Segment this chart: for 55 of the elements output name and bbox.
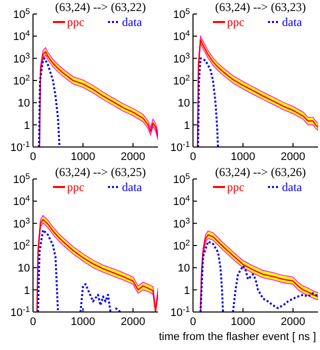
legend-label: ppc (67, 15, 84, 29)
y-tick-label: 10$^{-1}$ (170, 304, 190, 319)
y-tick-label: 1 (24, 284, 30, 297)
x-tick-label: 1000 (70, 316, 96, 328)
x-tick-label: 1000 (70, 151, 96, 163)
y-tick-label: 10$^{4}$ (13, 28, 30, 44)
y-tick-label: 10$^{3}$ (13, 216, 30, 230)
y-tick-label: 10 (18, 98, 30, 110)
x-tick-label: 2000 (120, 316, 146, 328)
y-tick-label: 10$^{2}$ (173, 238, 190, 252)
y-tick-label: 10$^{3}$ (13, 50, 30, 66)
legend-label: ppc (227, 15, 244, 29)
y-tick-label: 10 (178, 262, 190, 275)
y-tick-label: 10$^{5}$ (13, 6, 30, 21)
chart-title: (63,24) --> (63,22) (55, 0, 146, 14)
chart-title: (63,24) --> (63,23) (215, 0, 306, 14)
chart-title: (63,24) --> (63,25) (55, 165, 146, 179)
y-tick-label: 10 (178, 98, 190, 110)
legend-label: ppc (227, 180, 244, 194)
y-tick-label: 10$^{4}$ (173, 28, 190, 44)
x-tick-label: 2000 (280, 316, 306, 328)
y-tick-label: 1 (184, 120, 190, 132)
line-series (38, 57, 60, 147)
legend-label: data (282, 180, 303, 194)
x-tick-label: 0 (190, 151, 196, 163)
x-axis-title: time from the flasher event [ ns ] (158, 331, 316, 343)
x-tick-label: 2000 (280, 151, 306, 163)
y-tick-label: 10$^{5}$ (173, 172, 190, 186)
x-tick-label: 2000 (120, 151, 146, 163)
y-tick-label: 10$^{-1}$ (10, 304, 30, 319)
y-tick-label: 10$^{-1}$ (10, 140, 30, 154)
legend-label: data (122, 180, 143, 194)
x-tick-label: 1000 (230, 316, 256, 328)
y-tick-label: 10$^{3}$ (173, 216, 190, 230)
x-tick-label: 0 (30, 151, 36, 163)
x-tick-label: 0 (30, 316, 36, 328)
y-tick-label: 10 (18, 262, 30, 275)
y-tick-label: 10$^{4}$ (173, 194, 190, 208)
x-tick-label: 1000 (230, 151, 256, 163)
y-tick-label: 10$^{3}$ (173, 50, 190, 66)
y-tick-label: 10$^{2}$ (173, 73, 190, 88)
legend-label: data (122, 15, 143, 29)
legend-label: ppc (67, 180, 84, 194)
x-tick-label: 0 (190, 316, 196, 328)
y-tick-label: 10$^{2}$ (13, 238, 30, 252)
y-tick-label: 10$^{5}$ (173, 6, 190, 21)
line-series (197, 57, 219, 147)
y-tick-label: 10$^{5}$ (13, 172, 30, 186)
chart-title: (63,24) --> (63,26) (215, 165, 306, 179)
y-tick-label: 1 (24, 120, 30, 132)
y-tick-label: 10$^{-1}$ (170, 140, 190, 154)
legend-label: data (282, 15, 303, 29)
y-tick-label: 10$^{2}$ (13, 73, 30, 88)
y-tick-label: 10$^{4}$ (13, 194, 30, 208)
y-tick-label: 1 (184, 284, 190, 297)
